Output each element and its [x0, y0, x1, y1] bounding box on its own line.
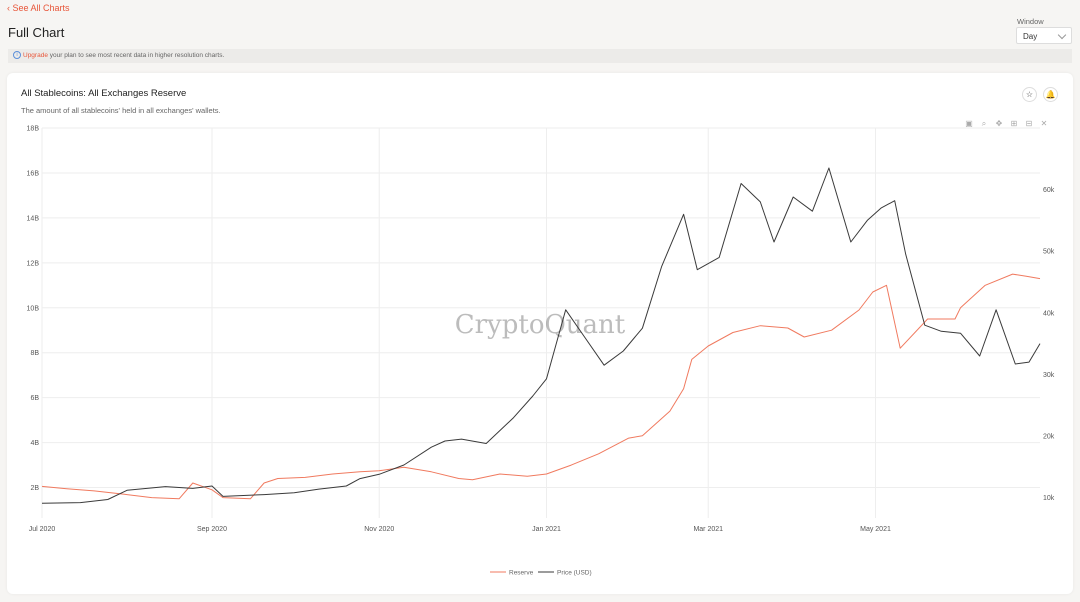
- star-button[interactable]: ☆: [1022, 87, 1037, 102]
- zoom-in-icon[interactable]: ⊞: [1010, 119, 1018, 128]
- x-tick-label: Sep 2020: [197, 526, 227, 533]
- y-left-tick-label: 8B: [30, 350, 39, 357]
- reserve-series-line: [41, 273, 1041, 500]
- price-series-line: [41, 167, 1041, 504]
- x-tick-label: May 2021: [860, 526, 891, 533]
- y-left-tick-label: 16B: [27, 170, 40, 177]
- upgrade-link[interactable]: Upgrade: [23, 52, 48, 59]
- x-tick-label: Mar 2021: [693, 526, 723, 533]
- legend-label-reserve: Reserve: [509, 570, 534, 577]
- zoom-icon[interactable]: ⌕: [981, 119, 987, 128]
- x-tick-label: Jan 2021: [532, 526, 561, 533]
- info-icon: i: [13, 51, 21, 60]
- star-icon: ☆: [1025, 90, 1034, 99]
- see-all-charts-link[interactable]: ‹ See All Charts: [7, 3, 70, 13]
- window-select-value: Day: [1023, 32, 1038, 41]
- see-all-charts-label: See All Charts: [12, 3, 70, 13]
- y-right-tick-label: 40k: [1043, 310, 1055, 317]
- upgrade-notice-text: your plan to see most recent data in hig…: [47, 52, 225, 59]
- y-left-tick-label: 2B: [30, 485, 39, 492]
- x-tick-label: Nov 2020: [364, 526, 394, 533]
- y-right-tick-label: 50k: [1043, 249, 1055, 256]
- y-left-tick-label: 18B: [27, 126, 40, 133]
- chart-card: [7, 73, 1073, 594]
- chart-toolbar: ▣ ⌕ ✥ ⊞ ⊟ ✕: [964, 119, 1049, 129]
- bell-icon: 🔔: [1045, 90, 1056, 99]
- y-right-tick-label: 30k: [1043, 372, 1055, 379]
- zoom-out-icon[interactable]: ⊟: [1025, 119, 1033, 128]
- chart-subtitle: The amount of all stablecoins' held in a…: [21, 106, 221, 115]
- camera-icon[interactable]: ▣: [965, 119, 973, 128]
- y-right-tick-label: 10k: [1043, 495, 1055, 502]
- bell-button[interactable]: 🔔: [1043, 87, 1058, 102]
- legend-label-price: Price (USD): [557, 570, 592, 577]
- window-label: Window: [1017, 17, 1044, 26]
- reset-axes-icon[interactable]: ✕: [1040, 119, 1048, 128]
- y-left-tick-label: 10B: [27, 305, 40, 312]
- chart-title: All Stablecoins: All Exchanges Reserve: [21, 88, 187, 99]
- y-right-tick-label: 60k: [1043, 187, 1055, 194]
- window-select[interactable]: Day: [1016, 27, 1072, 44]
- x-tick-label: Jul 2020: [29, 526, 56, 533]
- upgrade-notice: i Upgrade your plan to see most recent da…: [8, 49, 1072, 63]
- pan-icon[interactable]: ✥: [995, 119, 1003, 128]
- y-right-tick-label: 20k: [1043, 434, 1055, 441]
- watermark: CryptoQuant: [455, 310, 626, 340]
- y-left-tick-label: 4B: [30, 440, 39, 447]
- y-left-tick-label: 6B: [30, 395, 39, 402]
- y-left-tick-label: 14B: [27, 215, 40, 222]
- y-left-tick-label: 12B: [27, 260, 40, 267]
- page-title: Full Chart: [8, 25, 65, 40]
